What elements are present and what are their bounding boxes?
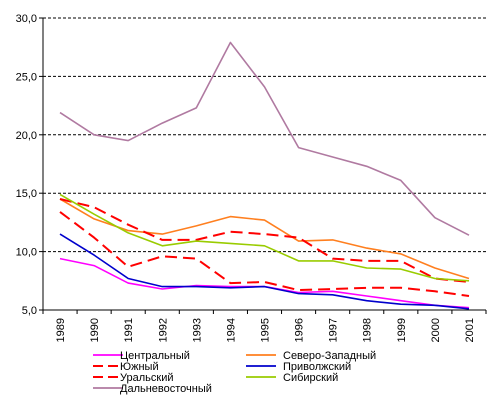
series-line-1 (59, 198, 470, 280)
series-line-5 (59, 193, 470, 282)
x-tick-label: 2000 (430, 318, 442, 342)
x-tick-label: 1993 (191, 318, 203, 342)
x-tick-label: 1996 (294, 318, 306, 342)
x-tick-label: 1991 (123, 318, 135, 342)
series-line-2 (59, 198, 470, 283)
x-axis-ticks: 1989 1990 1991 1992 1993 1994 1995 1996 1997 1998… (42, 310, 487, 342)
x-tick-label: 1994 (225, 318, 237, 342)
x-tick-label: 1989 (55, 318, 67, 342)
x-tick-label: 1997 (328, 318, 340, 342)
series-lines (59, 41, 470, 310)
series-line-6 (59, 41, 470, 236)
y-tick-label: 25,0 (16, 71, 37, 83)
series-line-3 (59, 233, 470, 310)
gridlines (43, 17, 486, 253)
axes (42, 18, 486, 311)
legend-label-6: Дальневосточный (120, 383, 212, 395)
x-tick-label: 2001 (464, 318, 476, 342)
y-tick-label: 5,0 (22, 305, 37, 317)
y-axis-ticks: 5,0 10,0 15,0 20,0 25,0 30,0 (16, 13, 43, 317)
x-tick-label: 1992 (157, 318, 169, 342)
y-tick-label: 20,0 (16, 130, 37, 142)
y-tick-label: 15,0 (16, 188, 37, 200)
x-tick-label: 1999 (396, 318, 408, 342)
legend-label-3: Приволжский (283, 361, 351, 373)
legend-label-5: Сибирский (283, 372, 338, 384)
legend-label-1: Северо-Западный (283, 350, 376, 362)
legend-label-2: Южный (120, 361, 159, 373)
x-tick-label: 1990 (89, 318, 101, 342)
legend-label-0: Центральный (120, 350, 190, 362)
series-line-4 (59, 211, 470, 297)
x-tick-label: 1995 (260, 318, 272, 342)
x-tick-label: 1998 (362, 318, 374, 342)
series-line-0 (59, 257, 470, 309)
y-tick-label: 10,0 (16, 247, 37, 259)
legend: Центральный Северо-Западный Южный Приволжск… (93, 350, 376, 395)
y-tick-label: 30,0 (16, 13, 37, 25)
legend-label-4: Уральский (120, 372, 173, 384)
